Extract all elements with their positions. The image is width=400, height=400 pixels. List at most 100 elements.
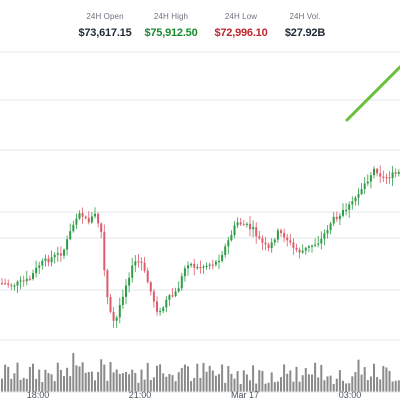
volume-bar: [19, 379, 22, 392]
candle-body: [230, 235, 233, 241]
volume-bar: [385, 367, 388, 392]
candle-body: [165, 299, 168, 308]
volume-bar: [69, 376, 72, 392]
volume-bar: [152, 377, 155, 392]
stat-label: 24H Vol.: [289, 12, 321, 21]
volume-bar: [289, 370, 292, 392]
candle-body: [388, 177, 391, 179]
candle-body: [227, 240, 230, 247]
volume-bar: [171, 375, 174, 392]
candle-body: [224, 246, 227, 256]
volume-bar: [174, 381, 177, 392]
volume-bar: [103, 364, 106, 392]
candle-body: [354, 197, 357, 202]
volume-bar: [41, 382, 44, 392]
candle-body: [180, 276, 183, 289]
candle-body: [41, 260, 44, 266]
stat-label: 24H Open: [86, 12, 124, 21]
candle-body: [267, 244, 270, 249]
candle-body: [174, 291, 177, 296]
candle-body: [78, 213, 81, 219]
volume-bar: [50, 374, 53, 392]
volume-bar: [218, 374, 220, 392]
candle-body: [249, 223, 251, 230]
volume-bar: [295, 366, 298, 392]
candle-body: [94, 213, 96, 217]
candle-body: [280, 230, 282, 233]
candle-body: [394, 172, 397, 174]
volume-bar: [276, 381, 279, 392]
candle-body: [38, 265, 41, 268]
candle-body: [69, 231, 72, 240]
candle-body: [193, 263, 196, 268]
x-tick-label: 21:00: [129, 390, 152, 400]
volume-bar: [87, 372, 90, 392]
candle-body: [59, 253, 62, 256]
volume-bar: [28, 366, 31, 392]
candle-body: [50, 257, 53, 263]
volume-bar: [196, 363, 199, 392]
x-tick-label: 03:00: [339, 390, 362, 400]
volume-bar: [264, 383, 267, 392]
stat-24h-volume: 24H Vol. $27.92B: [260, 12, 350, 39]
volume-bar: [4, 364, 7, 392]
candle-body: [342, 209, 344, 216]
volume-bar: [366, 380, 369, 392]
volume-bar: [245, 374, 248, 392]
volume-bar: [35, 378, 38, 392]
stat-value: $72,996.10: [214, 27, 268, 39]
candle-body: [10, 284, 13, 286]
volume-bar: [22, 377, 25, 392]
volume-bar: [10, 378, 13, 392]
volume-bar: [168, 373, 171, 392]
candle-body: [252, 227, 255, 230]
volume-bar: [208, 365, 211, 392]
candle-body: [211, 264, 214, 266]
candle-body: [301, 250, 304, 253]
candle-body: [307, 246, 310, 248]
trend-line[interactable]: [345, 65, 400, 122]
volume-bar: [388, 370, 391, 392]
volume-bar: [177, 372, 180, 392]
volume-bar: [100, 359, 103, 392]
candle-body: [128, 277, 131, 286]
volume-bar: [16, 362, 19, 392]
candle-body: [314, 244, 317, 246]
volume-bar: [373, 363, 375, 392]
volume-bar: [345, 383, 348, 392]
candle-body: [137, 261, 140, 263]
volume-bar: [273, 382, 276, 392]
volume-bar: [63, 376, 65, 392]
candle-body: [276, 230, 279, 240]
candle-body: [4, 283, 7, 285]
volume-bar: [25, 378, 28, 392]
volume-bar: [335, 378, 338, 392]
volume-bar: [301, 375, 304, 392]
candle-body: [75, 218, 78, 225]
volume-bar: [199, 377, 202, 392]
stat-24h-high: 24H High $75,912.50: [126, 12, 216, 39]
volume-bar: [252, 365, 255, 392]
volume-bar: [270, 372, 273, 392]
candlesticks: [1, 165, 400, 329]
volume-bar: [224, 382, 227, 392]
candle-body: [199, 267, 202, 269]
candle-body: [35, 267, 38, 274]
candle-body: [292, 242, 295, 248]
chart-grid: [0, 51, 400, 393]
candle-body: [338, 215, 341, 220]
volume-bar: [242, 370, 245, 392]
volume-bar: [298, 381, 301, 392]
candle-body: [298, 249, 301, 253]
candle-body: [295, 247, 298, 250]
volume-bar: [66, 367, 69, 392]
x-axis: 18:00 21:00 Mar 17 03:00: [0, 390, 400, 400]
candle-body: [121, 296, 124, 305]
candle-body: [357, 194, 360, 198]
volume-bar: [354, 372, 357, 392]
volume-bar: [369, 376, 372, 392]
candle-body: [397, 171, 400, 174]
volume-bar: [53, 381, 56, 392]
volume-bar: [391, 381, 394, 392]
